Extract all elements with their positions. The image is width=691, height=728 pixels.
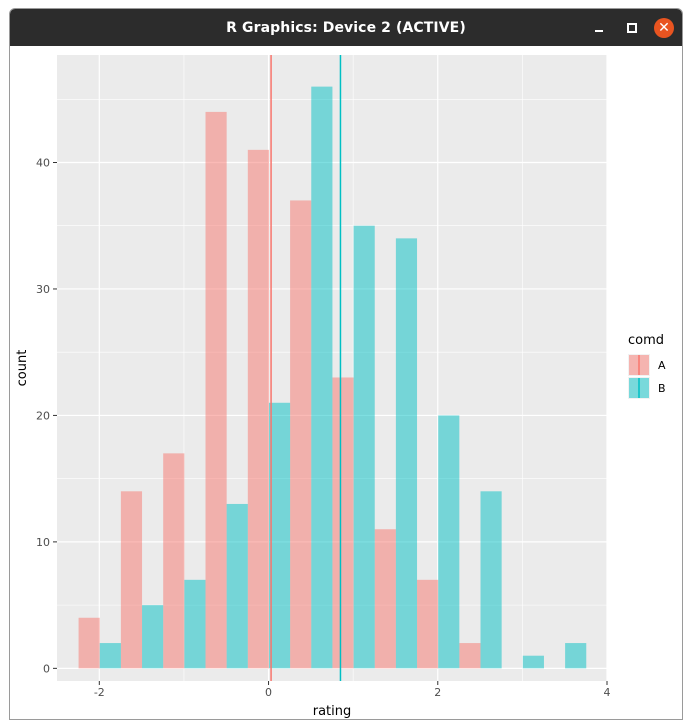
bar-b (395, 238, 418, 669)
window-controls: ✕ (579, 9, 674, 46)
minimize-icon (595, 29, 603, 32)
bar-a (247, 149, 269, 669)
bar-b (311, 86, 333, 669)
legend-label-a: A (658, 359, 666, 372)
mean-lines (270, 55, 342, 681)
y-axis: 0 10 20 30 40 (36, 156, 57, 675)
x-tick-label: 4 (604, 686, 611, 699)
bar-a (205, 111, 227, 669)
window-title: R Graphics: Device 2 (ACTIVE) (226, 19, 466, 36)
bar-a (78, 617, 100, 669)
bar-b (353, 225, 375, 669)
bar-a (459, 643, 481, 669)
title-bar[interactable]: R Graphics: Device 2 (ACTIVE) ✕ (10, 9, 682, 46)
y-tick-label: 30 (36, 283, 50, 296)
x-axis-label: rating (313, 704, 352, 719)
bar-a (374, 529, 396, 669)
maximize-button[interactable] (619, 15, 645, 41)
bar-b (480, 491, 502, 669)
x-tick-label: 0 (265, 686, 272, 699)
x-tick-label: -2 (94, 686, 105, 699)
bar-b (438, 415, 460, 669)
y-tick-label: 40 (36, 156, 50, 169)
maximize-icon (627, 22, 637, 33)
y-tick-label: 10 (36, 536, 50, 549)
legend-title: comd (628, 333, 664, 348)
bar-a (120, 491, 143, 669)
y-tick-label: 0 (43, 662, 50, 675)
bar-b (522, 655, 544, 669)
x-tick-label: 2 (434, 686, 441, 699)
bar-a (417, 579, 439, 669)
bar-a (290, 200, 312, 669)
bar-a (332, 377, 354, 669)
close-button[interactable]: ✕ (654, 17, 674, 38)
x-axis: -2 0 2 4 (94, 681, 611, 699)
histogram-chart: -2 0 2 4 0 10 20 30 40 rating count comd AB (15, 55, 666, 719)
bar-b (142, 605, 164, 669)
bar-b (184, 579, 206, 669)
y-tick-label: 20 (36, 409, 50, 422)
r-graphics-window: R Graphics: Device 2 (ACTIVE) ✕ -2 0 2 4 0 1… (9, 8, 683, 720)
bar-b (565, 643, 587, 669)
bar-a (163, 453, 185, 669)
bar-b (226, 503, 248, 669)
legend-label-b: B (658, 382, 666, 395)
close-icon: ✕ (658, 19, 670, 36)
minimize-button[interactable] (586, 15, 612, 41)
legend: comd AB (628, 333, 666, 399)
bar-b (268, 402, 291, 669)
y-axis-label: count (15, 350, 30, 387)
bar-b (99, 643, 121, 669)
bars (78, 86, 587, 669)
